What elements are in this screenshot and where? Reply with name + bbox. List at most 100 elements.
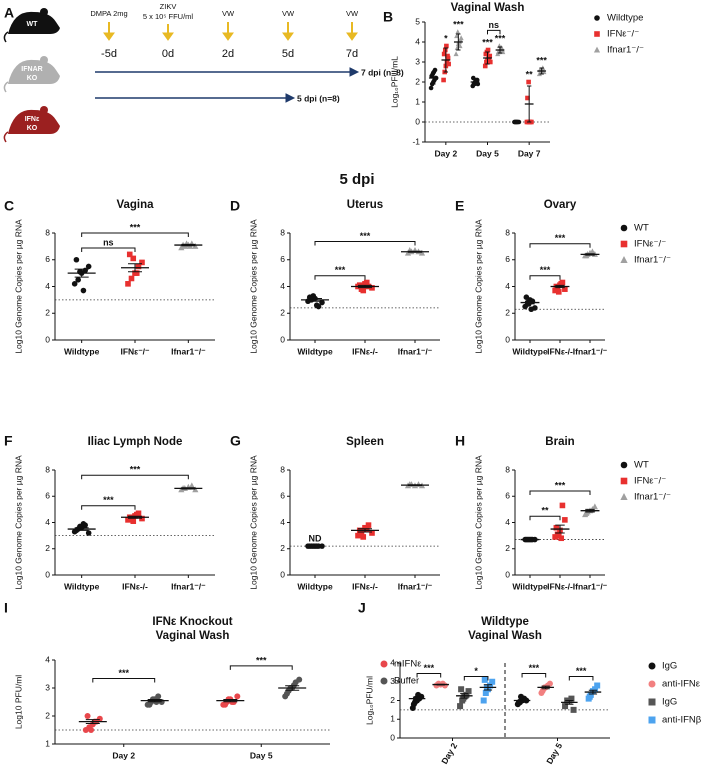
error-bar	[517, 699, 527, 702]
data-point	[441, 682, 448, 689]
data-point	[523, 294, 530, 301]
data-point	[558, 281, 565, 287]
data-point	[591, 503, 598, 510]
mouse-ifne-ko	[3, 106, 60, 143]
significance-label: ***	[536, 55, 547, 65]
data-point	[583, 509, 590, 516]
y-tick-label: 4	[45, 517, 50, 527]
error-bar	[541, 685, 550, 690]
error-bar	[456, 33, 461, 51]
data-point	[363, 279, 370, 286]
y-axis-label: Log10 Genome Copies per µg RNA	[248, 219, 258, 354]
legend-marker	[380, 677, 388, 685]
data-point	[546, 680, 553, 687]
x-tick-label: Wildtype	[297, 346, 333, 356]
error-bar	[74, 527, 89, 531]
data-point	[525, 95, 530, 101]
y-tick-label: 8	[505, 464, 510, 474]
error-bar	[308, 298, 322, 302]
y-tick-label: 2	[45, 543, 50, 553]
legend-label: anti-IFNε	[662, 679, 701, 690]
data-point	[559, 502, 566, 509]
y-tick-label: 8	[45, 464, 50, 474]
data-point	[139, 259, 145, 266]
data-point	[415, 691, 422, 698]
error-bar	[412, 696, 422, 701]
data-point	[481, 676, 488, 683]
data-point	[96, 715, 103, 722]
section-title: 5 dpi	[339, 171, 374, 188]
significance-bracket	[92, 677, 156, 683]
significance-label: ***	[482, 37, 493, 47]
y-tick-label: 0	[505, 569, 510, 579]
y-axis-label: Log₁₀PFU/ml	[364, 676, 374, 725]
y-tick-label: 3	[45, 682, 50, 692]
data-point	[133, 270, 140, 276]
x-tick-label: Day 2	[439, 741, 459, 766]
significance-label: **	[526, 69, 534, 79]
error-bar	[358, 284, 372, 289]
data-point	[562, 517, 568, 523]
error-bar	[526, 85, 532, 123]
mouse-label: IFNε	[25, 116, 40, 123]
data-point	[73, 256, 80, 263]
data-point	[487, 682, 494, 689]
y-tick-label: 1	[390, 714, 395, 724]
error-bar	[74, 268, 89, 278]
x-tick-label: Ifnar1⁻/⁻	[171, 581, 206, 591]
legend-label: WT	[634, 460, 649, 471]
data-point	[488, 59, 493, 65]
legend-marker	[620, 493, 628, 500]
y-tick-label: 0	[415, 116, 420, 126]
legend-label: Buffer	[394, 676, 419, 687]
data-point	[463, 691, 470, 698]
x-tick-label: Ifnar1⁻/⁻	[573, 581, 608, 591]
data-point	[369, 530, 375, 536]
error-bar	[358, 528, 372, 533]
legend-marker	[648, 662, 656, 670]
event-day: -5d	[101, 48, 117, 60]
data-point	[80, 521, 87, 527]
y-tick-label: 4	[390, 657, 395, 667]
data-point	[310, 293, 317, 299]
mouse-label: WT	[27, 21, 39, 28]
data-point	[441, 51, 447, 57]
legend-marker	[380, 660, 388, 668]
significance-label: ND	[309, 534, 322, 544]
legend-label: anti-IFNβ	[662, 715, 702, 726]
data-point	[365, 522, 372, 528]
error-bar	[555, 524, 565, 534]
legend-marker	[620, 240, 628, 248]
event-note: 5 x 10⁵ FFU/ml	[143, 12, 194, 21]
error-bar	[85, 719, 100, 725]
group-label: 5 dpi (n=8)	[297, 93, 340, 103]
error-bar	[585, 253, 595, 256]
data-point	[489, 678, 496, 685]
y-axis-label: Log10 Genome Copies per µg RNA	[13, 219, 23, 354]
error-bar	[472, 78, 478, 86]
legend-label: Ifnar1⁻/⁻	[607, 45, 644, 56]
data-point	[457, 703, 464, 710]
significance-label: ns	[103, 237, 114, 247]
error-bar	[181, 487, 196, 490]
error-bar	[408, 484, 422, 486]
panel-label: I	[4, 600, 8, 616]
event-day: 5d	[282, 48, 294, 60]
legend-marker	[620, 256, 628, 263]
data-point	[482, 63, 488, 69]
significance-label: ***	[118, 668, 129, 678]
significance-label: ***	[256, 655, 267, 665]
y-tick-label: 8	[505, 227, 510, 237]
chart-title: Ovary	[544, 199, 577, 211]
y-tick-label: 4	[280, 281, 285, 291]
legend-label: IFNε⁻/⁻	[634, 476, 666, 487]
data-point	[517, 693, 524, 700]
x-tick-label: IFNε-/-	[352, 581, 378, 591]
chart-title: Vaginal Wash	[468, 630, 542, 642]
data-point	[428, 85, 434, 91]
y-tick-label: 4	[505, 281, 510, 291]
data-point	[446, 61, 451, 67]
significance-label: ***	[335, 265, 346, 275]
data-point	[526, 79, 531, 85]
